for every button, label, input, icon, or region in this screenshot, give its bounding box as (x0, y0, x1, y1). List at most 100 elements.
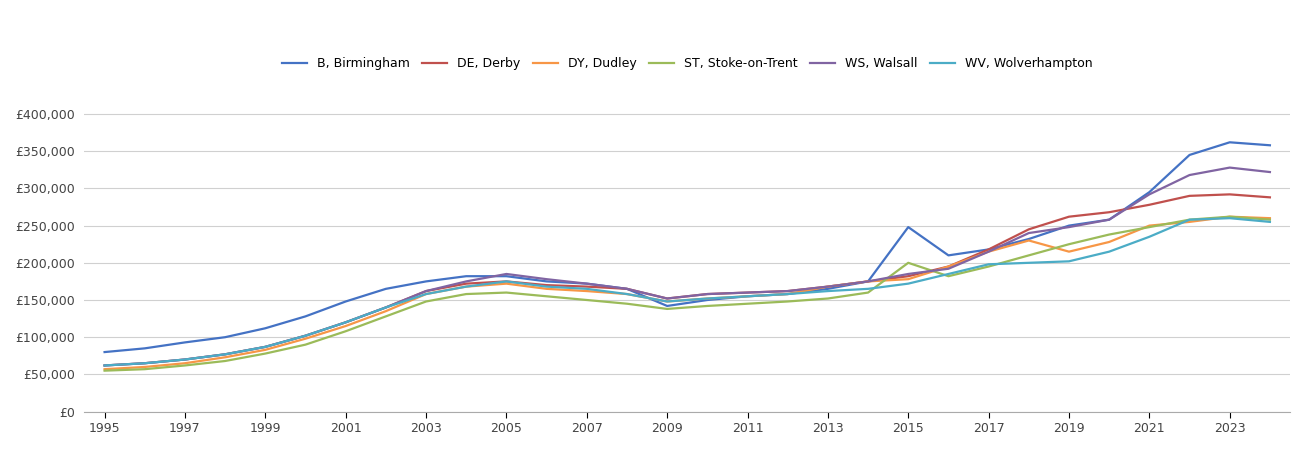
B, Birmingham (539, 279, 555, 284)
ST, Stoke-on-Trent (619, 301, 634, 306)
DE, Derby (740, 290, 756, 295)
WS, Walsall (780, 288, 796, 294)
DY, Dudley (298, 336, 313, 342)
DE, Derby (137, 360, 153, 366)
WS, Walsall (900, 271, 916, 277)
B, Birmingham (1182, 152, 1198, 158)
DE, Derby (458, 281, 474, 286)
B, Birmingham (1101, 217, 1117, 222)
WV, Wolverhampton (820, 288, 835, 294)
DY, Dudley (579, 288, 595, 294)
ST, Stoke-on-Trent (941, 274, 957, 279)
WS, Walsall (1061, 225, 1077, 230)
DY, Dudley (900, 276, 916, 282)
B, Birmingham (1142, 189, 1158, 195)
ST, Stoke-on-Trent (257, 351, 273, 356)
DY, Dudley (499, 281, 514, 286)
B, Birmingham (1262, 143, 1278, 148)
WV, Wolverhampton (1221, 216, 1237, 221)
WS, Walsall (298, 333, 313, 338)
WS, Walsall (1182, 172, 1198, 178)
ST, Stoke-on-Trent (820, 296, 835, 301)
DE, Derby (579, 284, 595, 289)
B, Birmingham (177, 340, 193, 345)
WS, Walsall (499, 271, 514, 277)
DE, Derby (298, 333, 313, 338)
B, Birmingham (338, 299, 354, 304)
WS, Walsall (378, 305, 394, 310)
ST, Stoke-on-Trent (1262, 217, 1278, 222)
DY, Dudley (1101, 239, 1117, 245)
DE, Derby (1221, 192, 1237, 197)
WS, Walsall (539, 276, 555, 282)
DE, Derby (338, 320, 354, 325)
DY, Dudley (699, 296, 715, 301)
DY, Dudley (257, 347, 273, 352)
WV, Wolverhampton (1101, 249, 1117, 254)
DE, Derby (860, 279, 876, 284)
DE, Derby (699, 291, 715, 297)
DY, Dudley (941, 264, 957, 269)
DE, Derby (941, 264, 957, 269)
WV, Wolverhampton (137, 360, 153, 366)
DY, Dudley (539, 286, 555, 292)
WV, Wolverhampton (539, 284, 555, 289)
DE, Derby (378, 305, 394, 310)
ST, Stoke-on-Trent (1101, 232, 1117, 237)
DY, Dudley (981, 249, 997, 254)
ST, Stoke-on-Trent (539, 293, 555, 299)
WS, Walsall (177, 357, 193, 362)
WV, Wolverhampton (1142, 234, 1158, 239)
ST, Stoke-on-Trent (378, 314, 394, 319)
DE, Derby (1101, 210, 1117, 215)
Line: DY, Dudley: DY, Dudley (104, 217, 1270, 369)
B, Birmingham (378, 286, 394, 292)
B, Birmingham (579, 281, 595, 286)
ST, Stoke-on-Trent (177, 363, 193, 368)
WV, Wolverhampton (860, 286, 876, 292)
Line: WV, Wolverhampton: WV, Wolverhampton (104, 218, 1270, 365)
WS, Walsall (1262, 169, 1278, 175)
WV, Wolverhampton (659, 299, 675, 304)
B, Birmingham (499, 274, 514, 279)
ST, Stoke-on-Trent (137, 366, 153, 372)
DY, Dudley (860, 279, 876, 284)
B, Birmingham (780, 291, 796, 297)
WS, Walsall (1101, 217, 1117, 222)
WS, Walsall (418, 288, 433, 294)
ST, Stoke-on-Trent (499, 290, 514, 295)
DE, Derby (177, 357, 193, 362)
WV, Wolverhampton (740, 293, 756, 299)
DE, Derby (418, 288, 433, 294)
ST, Stoke-on-Trent (1142, 225, 1158, 230)
DE, Derby (1021, 227, 1036, 232)
WS, Walsall (699, 291, 715, 297)
DE, Derby (820, 284, 835, 289)
B, Birmingham (900, 225, 916, 230)
DE, Derby (780, 288, 796, 294)
DE, Derby (1262, 195, 1278, 200)
DE, Derby (900, 274, 916, 279)
WS, Walsall (740, 290, 756, 295)
DY, Dudley (137, 364, 153, 369)
ST, Stoke-on-Trent (780, 299, 796, 304)
WS, Walsall (97, 363, 112, 368)
Line: ST, Stoke-on-Trent: ST, Stoke-on-Trent (104, 217, 1270, 371)
WS, Walsall (1021, 230, 1036, 236)
DY, Dudley (97, 366, 112, 372)
DE, Derby (619, 286, 634, 292)
WV, Wolverhampton (1061, 259, 1077, 264)
DE, Derby (1182, 193, 1198, 198)
DY, Dudley (619, 291, 634, 297)
WS, Walsall (1142, 192, 1158, 197)
WV, Wolverhampton (900, 281, 916, 286)
B, Birmingham (941, 252, 957, 258)
WV, Wolverhampton (338, 320, 354, 325)
B, Birmingham (1021, 236, 1036, 242)
Line: WS, Walsall: WS, Walsall (104, 167, 1270, 365)
WV, Wolverhampton (378, 305, 394, 310)
ST, Stoke-on-Trent (860, 290, 876, 295)
WV, Wolverhampton (619, 291, 634, 297)
B, Birmingham (740, 293, 756, 299)
B, Birmingham (981, 247, 997, 252)
